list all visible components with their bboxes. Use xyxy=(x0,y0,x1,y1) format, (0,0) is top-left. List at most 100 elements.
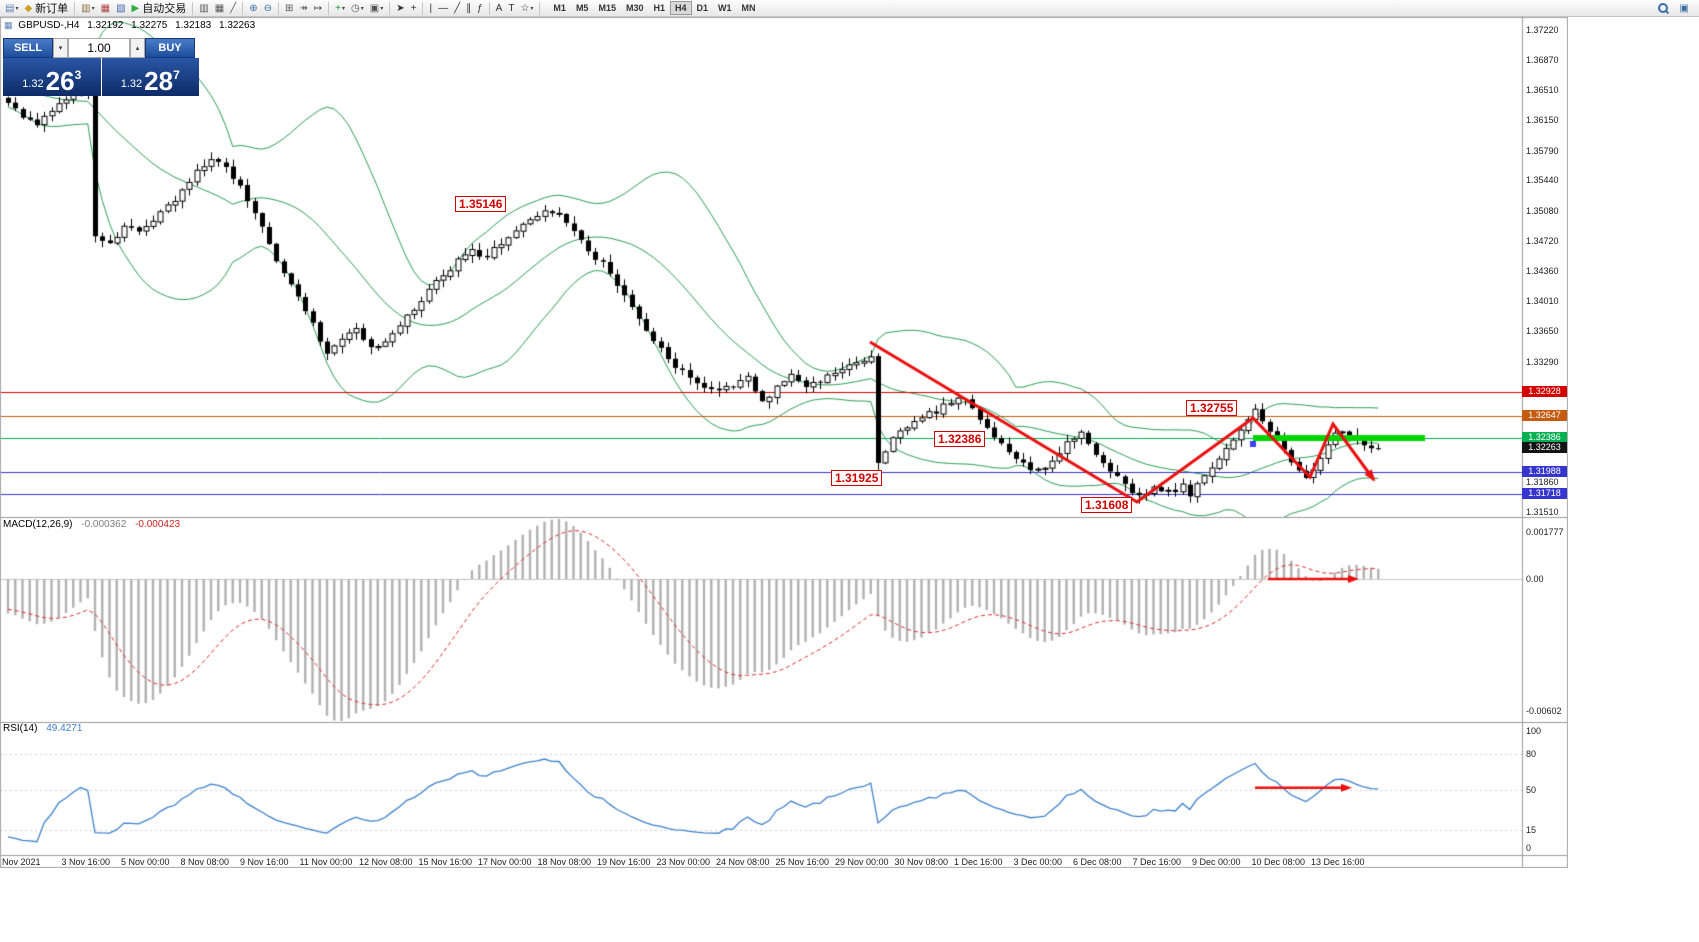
sell-price-panel[interactable]: 1.32 26 3 xyxy=(3,58,102,96)
bar-chart-button[interactable]: ▥ xyxy=(196,1,211,16)
candlestick-icon: ▦ xyxy=(214,2,225,14)
ohlc-low: 1.32183 xyxy=(175,20,212,31)
arrows-button[interactable]: ☆ ▾ xyxy=(517,1,536,16)
timeframe-m15-button[interactable]: M15 xyxy=(593,1,621,15)
indicators-button[interactable]: + ▾ xyxy=(332,1,348,16)
price-chart-canvas[interactable] xyxy=(0,17,1568,868)
caret-down-icon: ▾ xyxy=(530,5,534,12)
toolbar-separator xyxy=(242,1,244,15)
toolbar-separator xyxy=(539,1,541,15)
zoom-in-icon: ⊕ xyxy=(249,2,258,14)
timeframe-mn-button[interactable]: MN xyxy=(737,1,761,15)
ohlc-high: 1.32275 xyxy=(131,20,168,31)
timeframe-d1-button[interactable]: D1 xyxy=(692,1,714,15)
zoom-out-button[interactable]: ⊖ xyxy=(261,1,275,16)
toolbar-button-group: ▤ ▾ ◆ 新订单 ▥ ▾ ▦ ▧ ▶ 自动交易 ▥ ▦ ╱ ⊕ ⊖ ⊞ ↠ ↦ + ▾ ◷ ▾ ▣ ▾ ➤ + | — ╱ ∥ ƒ A T ☆ ▾ xyxy=(2,1,543,16)
text-icon: A xyxy=(495,2,503,14)
volume-input[interactable] xyxy=(68,38,130,58)
toolbar-separator xyxy=(422,1,424,15)
timeframe-w1-button[interactable]: W1 xyxy=(713,1,737,15)
time-axis[interactable] xyxy=(0,855,1522,868)
new-order-icon: ◆ xyxy=(24,2,33,14)
line-chart-button[interactable]: ╱ xyxy=(227,1,239,16)
text-label-icon: T xyxy=(508,2,515,14)
profiles-icon: ▥ xyxy=(81,2,91,14)
templates-button[interactable]: ▣ ▾ xyxy=(367,1,386,16)
new-chart-icon: ▤ xyxy=(5,2,15,14)
new-chart-button[interactable]: ▤ ▾ xyxy=(2,1,21,16)
new-order-button-label: 新订单 xyxy=(35,3,69,15)
sell-button[interactable]: SELL xyxy=(3,38,53,58)
channel-button[interactable]: ∥ xyxy=(463,1,474,16)
trendline-icon: ╱ xyxy=(454,2,461,14)
text-label-button[interactable]: T xyxy=(505,1,517,16)
volume-decrease-button[interactable]: ▾ xyxy=(53,38,68,58)
market-watch-button[interactable]: ▦ xyxy=(98,1,113,16)
templates-icon: ▣ xyxy=(369,2,380,14)
rsi-indicator-label: RSI(14) 49.4271 xyxy=(3,723,88,734)
arrows-icon: ☆ xyxy=(520,2,530,14)
sell-price-sup: 3 xyxy=(74,68,82,82)
fibonacci-button[interactable]: ƒ xyxy=(474,1,486,16)
channel-icon: ∥ xyxy=(466,2,472,14)
layout-icon: ▣ xyxy=(1679,2,1689,14)
candlestick-button[interactable]: ▦ xyxy=(212,1,227,16)
cursor-button[interactable]: ➤ xyxy=(393,1,407,16)
data-window-button[interactable]: ▧ xyxy=(113,1,128,16)
autotrading-button-label: 自动交易 xyxy=(142,3,187,15)
caret-down-icon: ▾ xyxy=(91,5,95,12)
text-button[interactable]: A xyxy=(493,1,506,16)
data-window-icon: ▧ xyxy=(116,2,126,14)
indicators-icon: + xyxy=(335,2,341,14)
buy-button[interactable]: BUY xyxy=(145,38,195,58)
auto-scroll-icon: ↠ xyxy=(299,2,308,14)
tile-windows-button[interactable]: ⊞ xyxy=(282,1,296,16)
chart-symbol-period: GBPUSD-,H4 xyxy=(18,20,80,31)
crosshair-icon: + xyxy=(410,2,417,14)
profiles-button[interactable]: ▥ ▾ xyxy=(78,1,97,16)
caret-down-icon: ▾ xyxy=(380,5,384,12)
buy-price-panel[interactable]: 1.32 28 7 xyxy=(101,58,199,96)
trendline-button[interactable]: ╱ xyxy=(451,1,463,16)
toolbar-separator xyxy=(328,1,330,15)
search-button[interactable] xyxy=(1654,1,1672,16)
periods-button[interactable]: ◷ ▾ xyxy=(348,1,367,16)
timeframe-h1-button[interactable]: H1 xyxy=(648,1,670,15)
buy-price-big: 28 xyxy=(144,66,174,96)
timeframe-toolbar: M1 M5 M15 M30 H1 H4 D1 W1 MN xyxy=(548,1,760,15)
cursor-icon: ➤ xyxy=(396,2,405,14)
volume-increase-button[interactable]: ▴ xyxy=(130,38,145,58)
timeframe-m30-button[interactable]: M30 xyxy=(621,1,649,15)
toolbar-right-group: ▣ xyxy=(1654,1,1697,16)
timeframe-m5-button[interactable]: M5 xyxy=(571,1,594,15)
rsi-value: 49.4271 xyxy=(46,723,83,734)
chart-shift-icon: ↦ xyxy=(313,2,323,14)
bar-chart-icon: ▥ xyxy=(199,2,209,14)
chart-icon: ▦ xyxy=(4,20,13,30)
timeframe-h4-button[interactable]: H4 xyxy=(670,1,692,15)
caret-down-icon: ▾ xyxy=(341,5,345,12)
rsi-name: RSI(14) xyxy=(3,723,38,734)
ohlc-close: 1.32263 xyxy=(219,20,256,31)
chart-window[interactable] xyxy=(0,17,1568,868)
auto-scroll-button[interactable]: ↠ xyxy=(296,1,310,16)
macd-indicator-label: MACD(12,26,9) -0.000362 -0.000423 xyxy=(3,519,186,530)
toolbar-separator xyxy=(488,1,490,15)
toolbar-separator xyxy=(74,1,76,15)
macd-name: MACD(12,26,9) xyxy=(3,519,73,530)
chart-shift-button[interactable]: ↦ xyxy=(311,1,325,16)
tile-windows-icon: ⊞ xyxy=(284,2,294,14)
zoom-in-button[interactable]: ⊕ xyxy=(246,1,260,16)
search-icon xyxy=(1657,2,1669,15)
horizontal-line-button[interactable]: — xyxy=(435,1,451,16)
crosshair-button[interactable]: + xyxy=(408,1,420,16)
zoom-out-icon: ⊖ xyxy=(263,2,272,14)
vertical-line-icon: | xyxy=(429,2,433,14)
price-scale[interactable] xyxy=(1523,17,1568,855)
vertical-line-button[interactable]: | xyxy=(426,1,435,16)
autotrading-button[interactable]: ▶ 自动交易 xyxy=(129,1,190,16)
layout-button[interactable]: ▣ xyxy=(1677,1,1692,16)
sell-price-big: 26 xyxy=(45,66,75,96)
new-order-button[interactable]: ◆ 新订单 xyxy=(21,1,71,16)
timeframe-m1-button[interactable]: M1 xyxy=(548,1,571,15)
